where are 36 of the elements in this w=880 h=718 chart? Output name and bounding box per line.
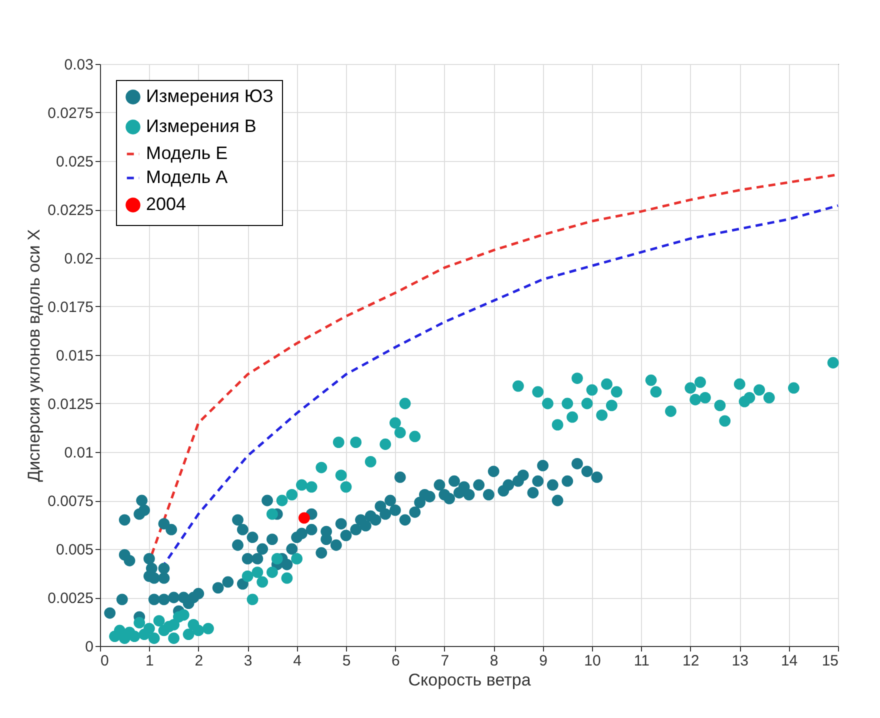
legend-label: Измерения В (146, 116, 256, 136)
x-tick-label: 6 (392, 652, 400, 670)
y-tick-label: 0.025 (56, 154, 94, 170)
y-tick-label: 0.0275 (48, 105, 94, 122)
y-tick-label: 0.0175 (48, 299, 94, 316)
y-tick-label: 0 (85, 638, 94, 656)
y-tick-label: 0.0225 (48, 202, 94, 219)
x-tick-label: 1 (146, 652, 154, 670)
x-tick-label: 12 (682, 652, 700, 670)
legend-label: 2004 (146, 194, 186, 214)
y-tick-label: 0.0075 (48, 493, 94, 510)
legend-label: Модель E (146, 143, 228, 163)
x-tick-label: 15 (822, 652, 838, 670)
x-tick-label: 3 (244, 652, 252, 670)
y-tick-label: 0.0025 (48, 590, 94, 607)
y-tick-label: 0.0125 (48, 396, 94, 413)
y-tick-label: 0.01 (64, 444, 94, 462)
x-tick-label: 9 (539, 652, 548, 670)
x-tick-label: 10 (584, 652, 601, 670)
y-tick-label: 0.005 (56, 542, 94, 558)
x-tick-label: 7 (440, 652, 450, 670)
legend-label: Модель A (146, 167, 228, 187)
x-tick-label: 4 (293, 652, 302, 670)
legend-label: Измерения ЮЗ (146, 86, 274, 106)
x-tick-label: 5 (342, 652, 351, 670)
x-tick-label: 14 (780, 652, 798, 670)
x-tick-label: 2 (194, 652, 204, 670)
x-tick-label: 13 (732, 652, 748, 670)
y-axis-title: Дисперсия уклонов вдоль оси X (24, 229, 44, 482)
y-tick-label: 0.015 (56, 348, 94, 364)
y-tick-label: 0.02 (64, 250, 94, 268)
x-tick-label: 8 (490, 652, 498, 670)
x-tick-label: 0 (100, 652, 109, 670)
x-axis-title: Скорость ветра (408, 670, 532, 690)
x-tick-label: 11 (634, 652, 650, 670)
y-tick-label: 0.03 (64, 56, 94, 74)
